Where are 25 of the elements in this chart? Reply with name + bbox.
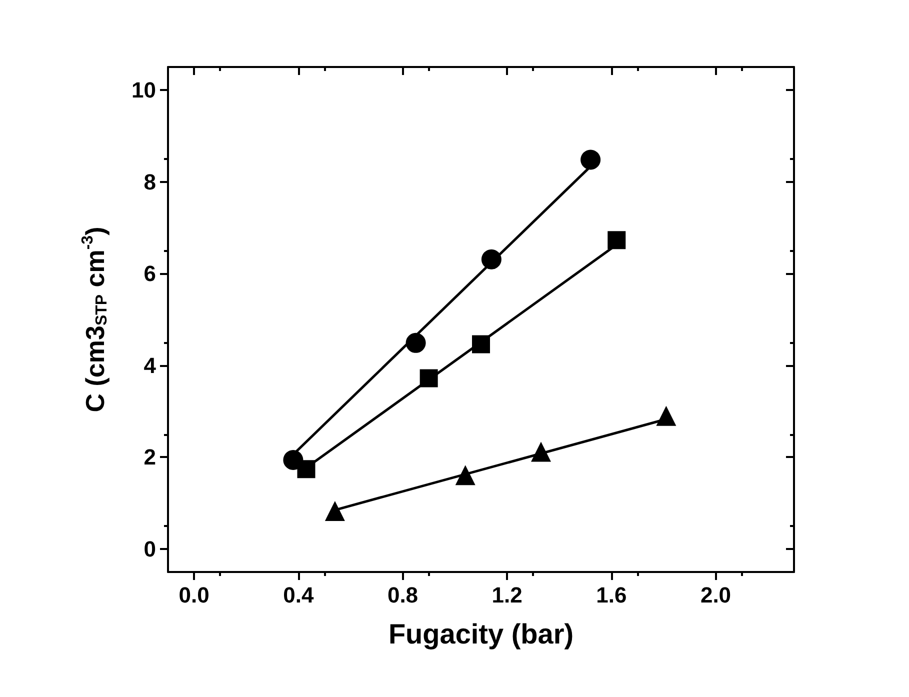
point [656,406,676,426]
x-tick-label: 2.0 [700,582,732,608]
x-axis-title: Fugacity (bar) [388,618,574,650]
point [580,150,601,170]
point [481,249,502,270]
point [324,500,345,521]
x-tick-label: 0.8 [387,582,418,608]
y-tick-label: 2 [144,444,156,470]
x-tick-label: 0.0 [178,582,210,608]
y-tick-label: 0 [144,536,156,562]
point [455,465,476,486]
y-axis-title: C (cm3STP cm-3) [80,226,110,412]
point [472,335,490,354]
point [608,231,626,250]
y-tick-label: 6 [144,261,156,286]
x-tick-label: 1.2 [492,582,522,608]
point [297,460,316,478]
point [420,369,438,388]
y-tick-label: 8 [144,169,156,194]
y-tick-label: 4 [144,352,157,378]
x-tick-label: 0.4 [283,582,314,608]
point [530,442,551,462]
y-tick-label: 10 [132,77,156,102]
point [406,332,426,353]
x-tick-label: 1.6 [596,582,627,608]
